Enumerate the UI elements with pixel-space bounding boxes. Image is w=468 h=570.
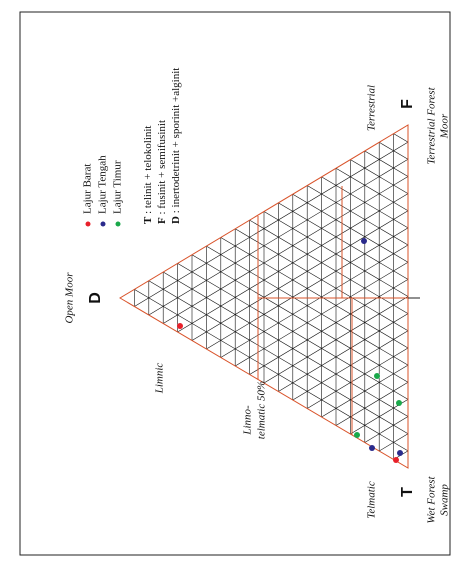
- grid-line: [191, 210, 409, 341]
- key-text: : inertodetrinit + sporinit +alginit: [170, 68, 182, 216]
- vertex-label: D: [87, 292, 104, 304]
- legend-marker: [100, 221, 106, 227]
- grid-line: [335, 167, 409, 212]
- grid-line: [177, 263, 409, 400]
- grid-line: [364, 416, 409, 443]
- grid-line: [163, 176, 409, 324]
- legend-marker: [115, 221, 121, 227]
- point: [393, 457, 399, 463]
- grid-line: [307, 185, 409, 246]
- grid-line: [177, 193, 409, 333]
- point: [354, 432, 360, 438]
- label: Telmatic: [366, 481, 378, 519]
- grid-line: [134, 141, 409, 307]
- point: [361, 238, 367, 244]
- grid-line: [220, 237, 409, 349]
- label: telmatic 50%: [256, 381, 268, 439]
- grid-line: [249, 219, 409, 314]
- label: Terrestrial Forest: [426, 86, 438, 164]
- legend: Lajur Barat Lajur Tengah Lajur Timur: [82, 155, 124, 227]
- legend-label: Lajur Tengah: [97, 155, 109, 214]
- key-entry: D : inertodetrinit + sporinit +alginit: [170, 68, 182, 224]
- key-entry: T : telinit + telokolinit: [142, 126, 154, 225]
- grid-line: [364, 150, 409, 177]
- grid-line: [191, 254, 409, 383]
- points: [177, 238, 403, 463]
- grid-line: [206, 245, 409, 366]
- label: Moor: [439, 113, 451, 139]
- label: Wet Forest: [426, 475, 438, 523]
- point: [374, 373, 380, 379]
- label: Terrestrial: [366, 85, 378, 131]
- key-text: : fusinit + semifusinit: [156, 120, 168, 217]
- grid-line: [148, 280, 409, 434]
- key-text: : telinit + telokolinit: [142, 126, 154, 217]
- grid-line: [335, 381, 409, 426]
- grid-line: [220, 244, 409, 358]
- grid-line: [393, 133, 409, 143]
- point: [369, 445, 375, 451]
- grid-line: [249, 279, 409, 375]
- label: Open Moor: [64, 272, 76, 324]
- point: [177, 323, 183, 329]
- grid-line: [134, 289, 409, 452]
- frame: [19, 11, 451, 556]
- label: Linno-: [242, 405, 254, 436]
- grid-line: [278, 202, 409, 280]
- key-letter: T: [142, 216, 154, 224]
- point: [396, 400, 402, 406]
- legend-marker: [85, 221, 91, 227]
- grid-line: [148, 159, 409, 316]
- legend-label: Lajur Barat: [82, 164, 94, 214]
- grid-line: [163, 271, 409, 417]
- point: [397, 450, 403, 456]
- vertex-label: F: [399, 99, 416, 109]
- key-letter: D: [170, 216, 182, 224]
- zone-lines: [119, 124, 409, 469]
- label: Limnic: [154, 363, 166, 395]
- grid-line: [307, 347, 409, 409]
- key-entry: F : fusinit + semifusinit: [156, 120, 168, 224]
- label: Swamp: [439, 484, 451, 516]
- grid-line: [206, 227, 409, 350]
- key-letter: F: [156, 217, 168, 224]
- vertex-label: T: [399, 487, 416, 497]
- legend-label: Lajur Timur: [112, 160, 124, 214]
- grid-line: [278, 313, 409, 392]
- triangle-edge: [119, 124, 409, 469]
- ternary-grid: [134, 133, 409, 460]
